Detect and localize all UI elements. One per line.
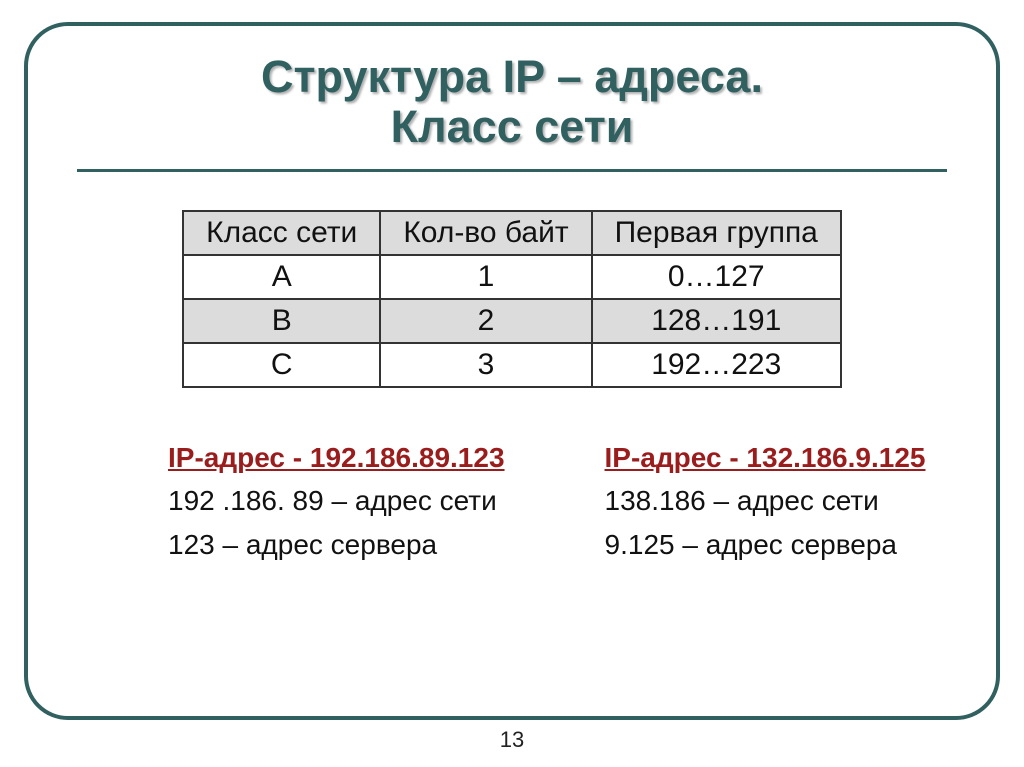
table-cell: A [183,255,380,299]
table-row: C 3 192…223 [183,343,841,387]
title-line-1: Структура IP – адреса. [28,52,996,102]
ip-heading: IP-адрес - 132.186.9.125 [605,436,926,479]
table-cell: C [183,343,380,387]
table-cell: 0…127 [592,255,841,299]
table-cell: 128…191 [592,299,841,343]
table-cell: 3 [380,343,591,387]
col-header: Кол-во байт [380,211,591,255]
table-cell: 1 [380,255,591,299]
table-cell: B [183,299,380,343]
example-line: 192 .186. 89 – адрес сети [168,479,505,522]
table-row: B 2 128…191 [183,299,841,343]
table-header-row: Класс сети Кол-во байт Первая группа [183,211,841,255]
table-row: A 1 0…127 [183,255,841,299]
net-class-table: Класс сети Кол-во байт Первая группа A 1… [182,210,842,388]
ip-heading: IP-адрес - 192.186.89.123 [168,436,505,479]
col-header: Первая группа [592,211,841,255]
table-cell: 2 [380,299,591,343]
slide-title: Структура IP – адреса. Класс сети [28,26,996,153]
title-divider [77,169,947,172]
title-line-2: Класс сети [28,102,996,152]
example-line: 123 – адрес сервера [168,523,505,566]
example-left: IP-адрес - 192.186.89.123 192 .186. 89 –… [168,436,505,566]
slide-frame: Структура IP – адреса. Класс сети Класс … [24,22,1000,720]
example-right: IP-адрес - 132.186.9.125 138.186 – адрес… [605,436,926,566]
col-header: Класс сети [183,211,380,255]
class-table: Класс сети Кол-во байт Первая группа A 1… [28,210,996,388]
page-number: 13 [0,727,1024,753]
example-line: 9.125 – адрес сервера [605,523,926,566]
examples-block: IP-адрес - 192.186.89.123 192 .186. 89 –… [168,436,996,566]
table-cell: 192…223 [592,343,841,387]
example-line: 138.186 – адрес сети [605,479,926,522]
